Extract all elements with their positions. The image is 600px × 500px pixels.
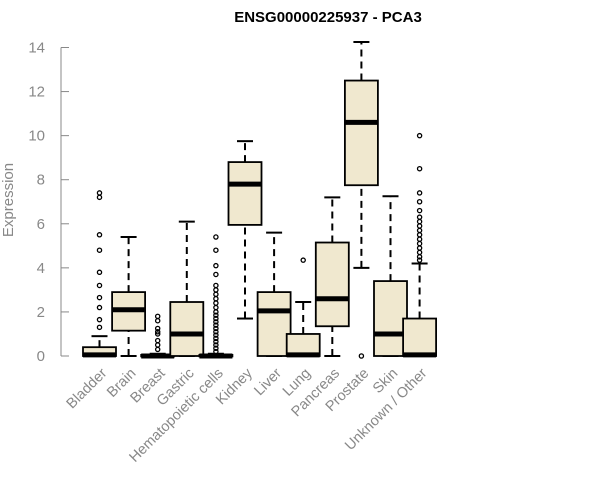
outlier-point: [416, 218, 423, 225]
y-tick-label: 4: [37, 260, 45, 277]
outlier-point: [213, 325, 219, 332]
outlier-point: [213, 312, 219, 318]
box-prostate: [343, 40, 379, 359]
box-hematopoietic-cells: [198, 234, 234, 359]
outlier-point: [416, 227, 423, 234]
outlier-point: [154, 337, 161, 344]
x-tick-label: Bladder: [64, 365, 111, 412]
outlier-point: [154, 325, 161, 332]
outlier-point: [96, 282, 103, 289]
x-tick-label: Liver: [251, 365, 285, 399]
outlier-point: [213, 271, 219, 278]
outlier-point: [416, 207, 423, 214]
y-tick-label: 0: [37, 348, 45, 365]
outlier-point: [96, 269, 103, 276]
boxes: [82, 40, 438, 359]
outlier-point: [154, 329, 161, 335]
box-iqr: [402, 317, 438, 357]
outlier-point: [416, 240, 423, 247]
outlier-point: [96, 232, 103, 238]
outlier-point: [213, 291, 219, 298]
outlier-point: [96, 190, 103, 196]
outlier-point: [416, 257, 423, 263]
outlier-point: [416, 254, 423, 260]
outlier-point: [416, 214, 423, 220]
y-axis: 0 2 4 6 8 10 12 14: [28, 40, 69, 365]
outlier-point: [213, 247, 219, 253]
y-tick-label: 12: [28, 84, 45, 101]
outlier-point: [416, 249, 423, 256]
outlier-point: [213, 315, 219, 322]
outlier-point: [154, 317, 161, 324]
outlier-point: [213, 322, 219, 328]
outlier-point: [213, 282, 219, 289]
box-liver: [256, 231, 292, 357]
box-brain: [111, 236, 146, 357]
outlier-point: [154, 342, 161, 348]
box-lung: [285, 257, 321, 358]
box-iqr: [169, 301, 205, 357]
outlier-point: [154, 313, 161, 320]
box-iqr: [227, 161, 263, 226]
box-breast: [140, 313, 176, 359]
outlier-point: [213, 304, 219, 311]
outlier-point: [213, 348, 219, 355]
box-iqr: [314, 241, 350, 328]
box-skin: [373, 195, 408, 357]
outlier-point: [213, 329, 219, 335]
outlier-point: [213, 332, 219, 338]
outlier-point: [213, 287, 219, 293]
y-axis-label: Expression: [0, 163, 17, 237]
outlier-point: [300, 257, 306, 263]
outlier-point: [154, 346, 161, 353]
chart-title: ENSG00000225937 - PCA3: [234, 9, 422, 26]
outlier-point: [213, 309, 219, 315]
outlier-point: [213, 338, 219, 345]
outlier-point: [96, 294, 103, 301]
box-kidney: [227, 140, 263, 320]
outlier-point: [213, 319, 219, 325]
box-iqr: [256, 291, 292, 357]
box-gastric: [169, 220, 205, 357]
outlier-point: [358, 353, 365, 359]
box-iqr: [343, 79, 379, 187]
outlier-point: [154, 331, 161, 337]
outlier-point: [416, 236, 423, 242]
outlier-point: [213, 300, 219, 306]
outlier-point: [213, 234, 219, 240]
outlier-point: [213, 342, 219, 348]
y-tick-label: 2: [37, 304, 45, 321]
outlier-point: [96, 247, 103, 253]
box-bladder: [82, 190, 117, 358]
outlier-point: [96, 324, 103, 331]
outlier-point: [213, 335, 219, 342]
y-tick-label: 6: [37, 216, 45, 233]
outlier-point: [416, 198, 423, 205]
outlier-point: [416, 223, 423, 229]
outlier-point: [416, 245, 423, 251]
outlier-point: [213, 345, 219, 352]
y-tick-label: 14: [28, 40, 45, 57]
box-pancreas: [314, 196, 350, 357]
outlier-point: [416, 232, 423, 238]
outlier-point: [96, 194, 103, 201]
outlier-point: [213, 295, 219, 302]
outlier-point: [213, 262, 219, 269]
outlier-point: [416, 190, 423, 196]
outlier-point: [416, 165, 423, 172]
outlier-point: [416, 132, 423, 139]
y-tick-label: 8: [37, 172, 45, 189]
outlier-point: [96, 304, 103, 311]
y-tick-label: 10: [28, 128, 45, 145]
outlier-point: [96, 316, 103, 323]
box-iqr: [373, 280, 408, 357]
box-unknown-other: [402, 132, 438, 358]
